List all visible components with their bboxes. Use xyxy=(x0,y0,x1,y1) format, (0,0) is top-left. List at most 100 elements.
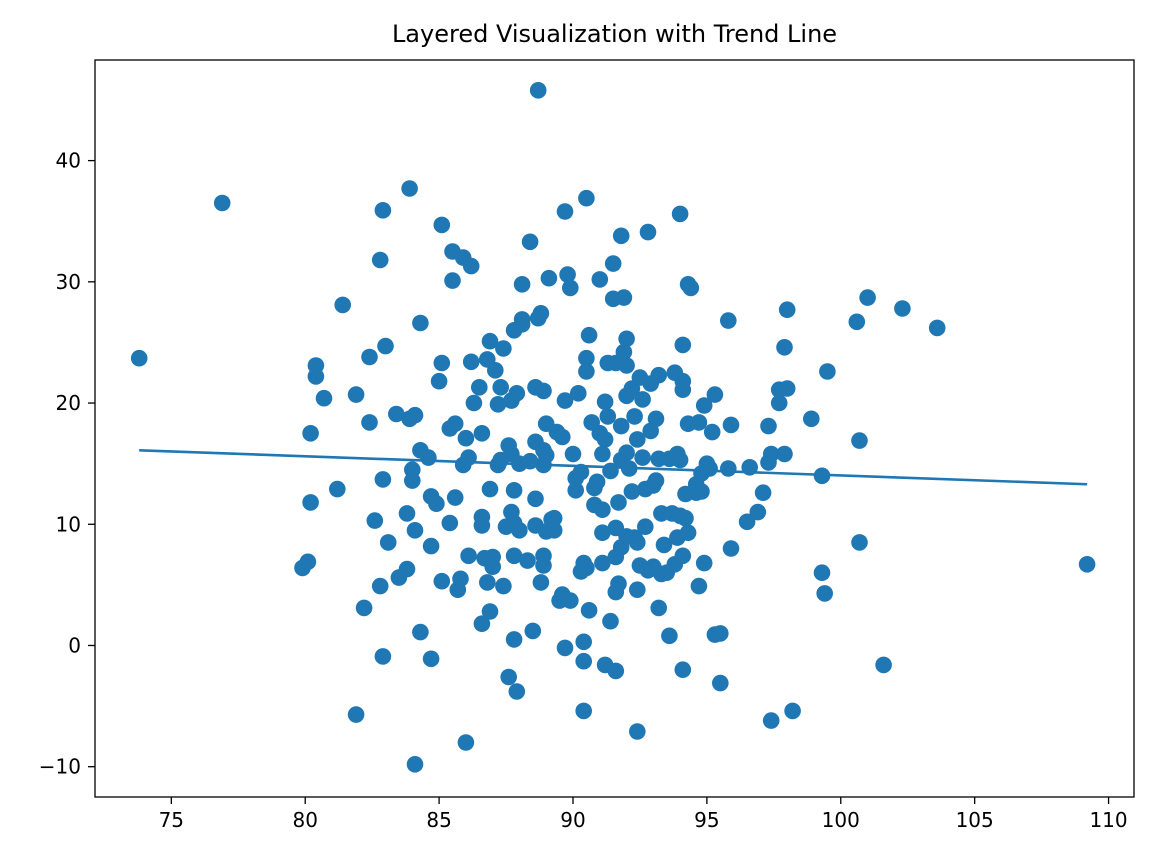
data-point xyxy=(610,575,627,592)
data-point xyxy=(575,652,592,670)
data-point xyxy=(626,408,643,425)
data-point xyxy=(655,536,673,554)
data-point xyxy=(433,354,451,372)
data-point xyxy=(473,425,491,442)
data-point xyxy=(674,661,692,678)
data-point xyxy=(629,534,646,551)
data-point xyxy=(570,385,587,402)
data-point xyxy=(612,417,630,435)
data-point xyxy=(505,631,523,648)
data-point xyxy=(406,522,424,539)
data-point xyxy=(567,482,584,499)
data-point xyxy=(722,416,740,434)
data-point xyxy=(307,357,325,374)
data-point xyxy=(433,572,451,590)
data-point xyxy=(762,712,780,729)
trend-line-layer xyxy=(139,449,1088,486)
x-tick-label: 100 xyxy=(822,808,860,832)
data-point xyxy=(778,301,796,319)
data-point xyxy=(545,509,563,527)
data-point xyxy=(495,340,512,357)
data-point xyxy=(578,363,595,380)
data-point xyxy=(532,305,550,322)
data-point xyxy=(371,251,389,269)
data-point xyxy=(347,386,365,403)
data-point xyxy=(674,336,692,354)
data-point xyxy=(377,337,394,355)
data-point xyxy=(556,639,574,657)
data-point xyxy=(580,602,598,619)
data-point xyxy=(610,494,627,511)
data-point xyxy=(511,522,528,539)
x-tick-label: 90 xyxy=(560,808,585,832)
data-point xyxy=(615,343,633,361)
data-point xyxy=(374,202,392,219)
data-point xyxy=(813,564,831,581)
data-point xyxy=(521,233,539,251)
data-point xyxy=(679,524,697,541)
data-point xyxy=(760,417,777,435)
data-point xyxy=(473,517,491,534)
y-axis: −10 0 10 20 30 40 xyxy=(39,149,95,779)
x-tick-label: 80 xyxy=(292,808,317,832)
data-point xyxy=(428,495,445,512)
data-point xyxy=(527,490,544,508)
data-point xyxy=(594,445,611,463)
data-point xyxy=(505,547,523,565)
data-point xyxy=(299,553,317,571)
x-tick-label: 95 xyxy=(694,808,719,832)
y-tick-label: 10 xyxy=(56,512,81,536)
data-point xyxy=(347,706,365,723)
data-point xyxy=(479,574,496,591)
y-tick-label: 30 xyxy=(56,270,81,294)
data-point xyxy=(500,668,517,686)
data-point xyxy=(513,311,531,328)
data-point xyxy=(505,482,523,499)
data-point xyxy=(374,471,392,488)
data-point xyxy=(489,396,507,413)
data-point xyxy=(532,574,550,591)
data-point xyxy=(618,330,635,348)
data-point xyxy=(674,547,692,565)
data-point xyxy=(444,272,461,289)
data-point xyxy=(695,554,713,572)
data-point xyxy=(575,702,592,720)
data-point xyxy=(457,429,475,447)
data-point xyxy=(677,509,694,527)
x-tick-label: 105 xyxy=(956,808,994,832)
data-point xyxy=(575,633,592,651)
data-point xyxy=(859,289,876,306)
data-point xyxy=(374,648,392,665)
data-point xyxy=(484,548,502,566)
data-point xyxy=(462,353,480,371)
data-point xyxy=(722,540,740,557)
data-point xyxy=(495,577,512,595)
y-tick-label: −10 xyxy=(39,755,81,779)
x-tick-label: 110 xyxy=(1089,808,1127,832)
data-point xyxy=(388,405,405,423)
data-point xyxy=(661,627,678,645)
x-tick-label: 85 xyxy=(426,808,451,832)
data-point xyxy=(803,410,820,428)
data-point xyxy=(508,385,526,402)
data-point xyxy=(433,216,451,234)
data-point xyxy=(706,386,724,403)
data-point xyxy=(615,289,633,306)
data-point xyxy=(580,326,598,344)
plot-frame xyxy=(94,59,1135,798)
chart-title: Layered Visualization with Trend Line xyxy=(392,20,837,48)
data-point xyxy=(647,410,665,428)
data-point xyxy=(596,431,614,448)
data-point xyxy=(776,339,793,356)
data-point xyxy=(596,393,614,411)
data-point xyxy=(302,494,319,511)
data-point xyxy=(519,552,536,569)
data-point xyxy=(848,313,866,331)
data-point xyxy=(441,514,459,532)
data-point xyxy=(762,445,780,463)
data-point xyxy=(524,622,542,640)
data-point xyxy=(361,414,378,431)
data-point xyxy=(602,612,619,630)
y-tick-label: 40 xyxy=(56,149,81,173)
